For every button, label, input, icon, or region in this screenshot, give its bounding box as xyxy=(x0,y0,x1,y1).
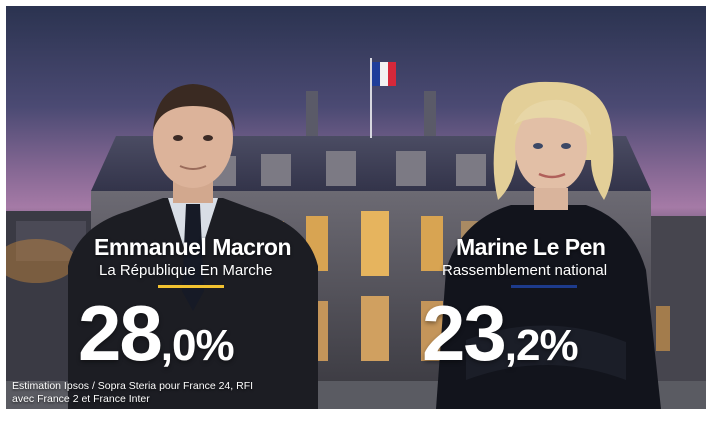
source-line-2: avec France 2 et France Inter xyxy=(12,393,150,405)
le-pen-portrait xyxy=(436,81,661,409)
election-results-graphic: Emmanuel Macron La République En Marche … xyxy=(6,6,706,409)
left-candidate-name: Emmanuel Macron xyxy=(94,234,292,260)
right-percentage-decimal: ,2% xyxy=(504,321,579,370)
right-candidate-party: Rassemblement national xyxy=(442,262,608,279)
left-candidate-percentage: 28,0% xyxy=(78,294,235,372)
right-candidate-name: Marine Le Pen xyxy=(456,234,606,260)
right-candidate-percentage: 23,2% xyxy=(422,294,579,372)
left-accent-bar xyxy=(158,285,224,288)
left-percentage-decimal: ,0% xyxy=(160,321,235,370)
macron-portrait xyxy=(68,84,318,409)
left-percentage-integer: 28 xyxy=(78,289,163,377)
source-caption: Estimation Ipsos / Sopra Steria pour Fra… xyxy=(12,380,253,406)
right-accent-bar xyxy=(511,285,577,288)
source-line-1: Estimation Ipsos / Sopra Steria pour Fra… xyxy=(12,380,254,392)
left-candidate-party: La République En Marche xyxy=(99,262,273,279)
right-percentage-integer: 23 xyxy=(422,289,507,377)
